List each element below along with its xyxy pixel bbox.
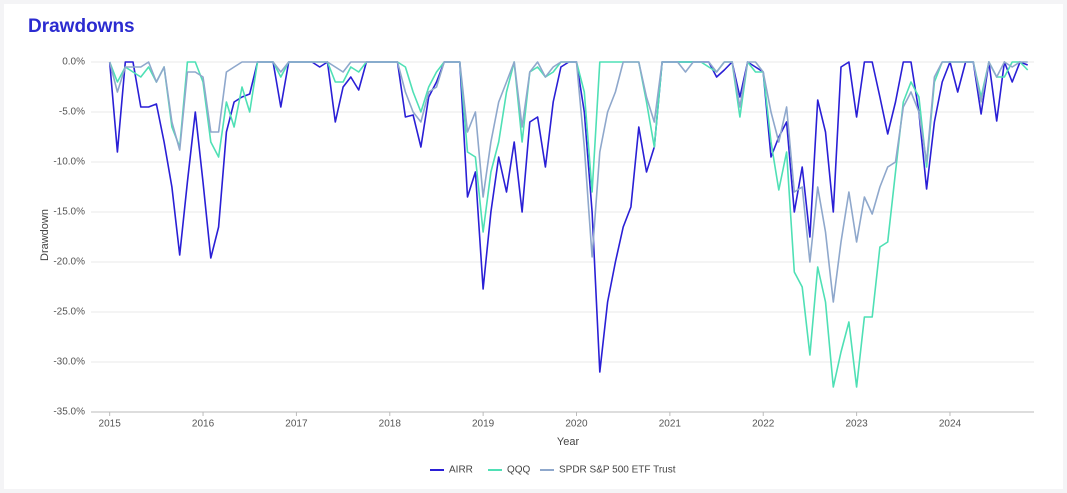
x-tick-label: 2021 — [659, 419, 682, 430]
y-tick-label: -5.0% — [59, 107, 85, 118]
card — [4, 4, 1063, 489]
series-line — [108, 61, 1028, 303]
x-tick-label: 2020 — [565, 419, 588, 430]
x-tick-label: 2023 — [845, 419, 868, 430]
chart-title: Drawdowns — [28, 16, 135, 37]
y-tick-label: -30.0% — [53, 357, 85, 368]
x-tick-label: 2019 — [472, 419, 495, 430]
y-tick-label: -35.0% — [53, 407, 85, 418]
x-tick-label: 2022 — [752, 419, 775, 430]
y-tick-label: -10.0% — [53, 157, 85, 168]
x-tick-label: 2024 — [939, 419, 962, 430]
x-tick-label: 2015 — [99, 419, 122, 430]
legend-label: AIRR — [449, 465, 473, 476]
y-tick-label: -25.0% — [53, 307, 85, 318]
legend-label: SPDR S&P 500 ETF Trust — [559, 465, 676, 476]
legend-label: QQQ — [507, 465, 531, 476]
y-tick-label: -20.0% — [53, 257, 85, 268]
x-axis-label: Year — [557, 436, 580, 448]
y-tick-label: -15.0% — [53, 207, 85, 218]
y-axis-label: Drawdown — [39, 209, 51, 261]
x-tick-label: 2017 — [285, 419, 308, 430]
y-tick-label: 0.0% — [62, 57, 85, 68]
x-tick-label: 2018 — [379, 419, 402, 430]
x-tick-label: 2016 — [192, 419, 215, 430]
